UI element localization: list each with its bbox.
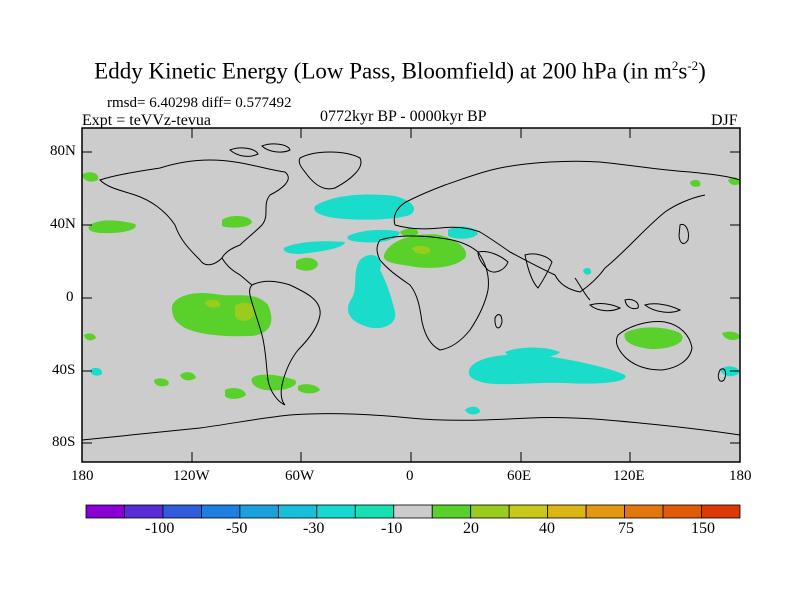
colorbar-swatch — [239, 504, 279, 519]
colorbar-label: -50 — [226, 520, 248, 537]
colorbar-swatch — [662, 504, 702, 519]
colorbar-label: -100 — [145, 520, 175, 537]
colorbar-label: 150 — [691, 520, 715, 537]
negative-anomaly-regions — [90, 194, 740, 415]
colorbar-label: 75 — [618, 520, 634, 537]
figure-title: Eddy Kinetic Energy (Low Pass, Bloomfiel… — [94, 58, 706, 84]
longitude-ticks — [81, 128, 741, 462]
latitude-ticks — [82, 151, 740, 444]
experiment-label: Expt = teVVz-tevua — [82, 112, 211, 129]
colorbar-swatch — [85, 504, 125, 519]
colorbar — [85, 504, 741, 519]
colorbar-swatch — [124, 504, 164, 519]
colorbar-label: 40 — [539, 520, 555, 537]
lat-label-80n: 80N — [50, 143, 76, 159]
lon-label-0: 0 — [406, 468, 414, 484]
lon-label-120w: 120W — [173, 468, 210, 484]
colorbar-swatch — [393, 504, 433, 519]
colorbar-swatch — [701, 504, 741, 519]
colorbar-swatch — [431, 504, 472, 519]
colorbar-swatch — [547, 504, 587, 519]
colorbar-label: -10 — [381, 520, 403, 537]
colorbar-swatch — [470, 504, 510, 519]
lon-label-60e: 60E — [507, 468, 532, 484]
lat-label-40s: 40S — [52, 362, 76, 378]
colorbar-swatch — [277, 504, 318, 519]
coastlines — [81, 143, 741, 441]
lat-label-80s: 80S — [52, 434, 76, 450]
lon-label-120e: 120E — [613, 468, 645, 484]
colorbar-swatch — [508, 504, 549, 519]
strong-positive-regions — [205, 245, 431, 321]
period-label: 0772kyr BP - 0000kyr BP — [320, 108, 487, 125]
colorbar-swatch — [624, 504, 664, 519]
statistics-text: rmsd= 6.40298 diff= 0.577492 — [107, 95, 292, 111]
lat-label-40n: 40N — [50, 216, 76, 232]
lon-label-60w: 60W — [285, 468, 315, 484]
colorbar-swatch — [585, 504, 625, 519]
colorbar-label: -30 — [303, 520, 325, 537]
colorbar-swatch — [354, 504, 395, 519]
colorbar-swatch — [201, 504, 241, 519]
map-background — [82, 128, 740, 462]
lon-label-180e: 180 — [729, 468, 752, 484]
season-label: DJF — [711, 112, 738, 129]
colorbar-swatch — [316, 504, 356, 519]
colorbar-swatch — [162, 504, 202, 519]
colorbar-label: 20 — [463, 520, 479, 537]
lon-label-180w: 180 — [71, 468, 94, 484]
lat-label-0: 0 — [66, 289, 74, 305]
